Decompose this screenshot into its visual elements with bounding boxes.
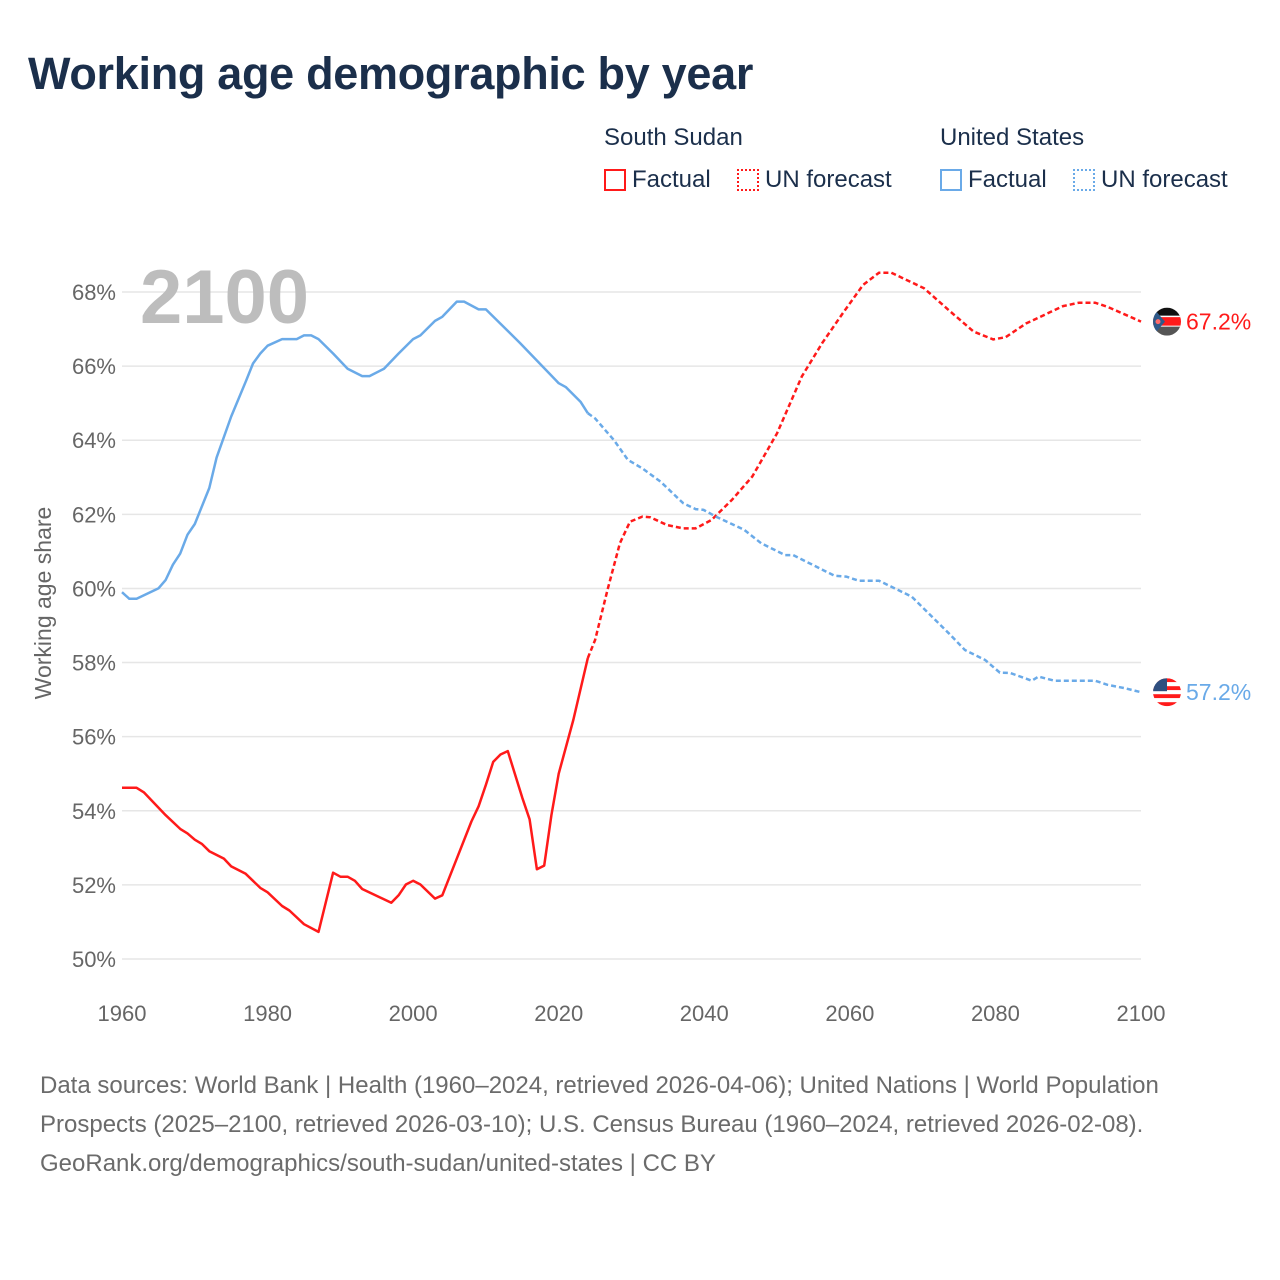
y-tick-label: 64% (72, 428, 116, 453)
south-sudan-factual-line (122, 657, 590, 934)
y-tick-label: 56% (72, 725, 116, 750)
legend-group-united-states: United States (940, 124, 1085, 151)
x-tick-label: 2040 (680, 1001, 729, 1026)
legend-group-south-sudan: South Sudan (604, 124, 743, 151)
legend-united-states-forecast[interactable]: UN forecast (1073, 166, 1228, 194)
y-tick-label: 58% (72, 651, 116, 676)
legend-label: Factual (968, 166, 1047, 193)
legend-swatch-solid-icon (604, 169, 626, 191)
data-sources: Data sources: World Bank | Health (1960–… (40, 1072, 1159, 1138)
chart-title: Working age demographic by year (28, 48, 754, 99)
south-sudan-forecast-line (586, 271, 1142, 659)
y-tick-label: 50% (72, 947, 116, 972)
united-states-flag-icon (1153, 678, 1181, 707)
x-tick-label: 2100 (1117, 1001, 1166, 1026)
legend-south-sudan-forecast[interactable]: UN forecast (737, 166, 892, 194)
y-tick-label: 52% (72, 873, 116, 898)
footer: Data sources: World Bank | Health (1960–… (40, 1066, 1240, 1183)
south-sudan-flag-icon (1153, 307, 1181, 336)
legend-united-states-factual[interactable]: Factual (940, 166, 1047, 194)
united-states-forecast-line (587, 412, 1142, 694)
legend-swatch-dotted-icon (1073, 169, 1095, 191)
y-axis-label: Working age share (30, 507, 56, 700)
x-tick-label: 2020 (534, 1001, 583, 1026)
legend-swatch-dotted-icon (737, 169, 759, 191)
legend-swatch-solid-icon (940, 169, 962, 191)
x-tick-label: 1960 (98, 1001, 147, 1026)
year-watermark: 2100 (140, 255, 309, 340)
legend-label: Factual (632, 166, 711, 193)
x-tick-label: 2080 (971, 1001, 1020, 1026)
y-tick-label: 68% (72, 280, 116, 305)
legend-label: UN forecast (765, 166, 892, 193)
x-tick-label: 1980 (243, 1001, 292, 1026)
united-states-end-value-label: 57.2% (1186, 679, 1251, 705)
x-tick-label: 2000 (389, 1001, 438, 1026)
y-tick-label: 60% (72, 576, 116, 601)
united-states-factual-line (121, 300, 589, 601)
line-chart: 50% 52% 54% 56% 58% 60% 62% 64% 66% 68% 1960 1980 20… (30, 255, 1251, 1026)
y-tick-label: 66% (72, 354, 116, 379)
legend-label: UN forecast (1101, 166, 1228, 193)
south-sudan-end-value-label: 67.2% (1186, 309, 1251, 335)
license: | CC BY (623, 1150, 716, 1177)
x-tick-label: 2060 (825, 1001, 874, 1026)
legend-south-sudan-factual[interactable]: Factual (604, 166, 711, 194)
y-tick-label: 54% (72, 799, 116, 824)
y-tick-label: 62% (72, 502, 116, 527)
source-link[interactable]: GeoRank.org/demographics/south-sudan/uni… (40, 1150, 624, 1177)
